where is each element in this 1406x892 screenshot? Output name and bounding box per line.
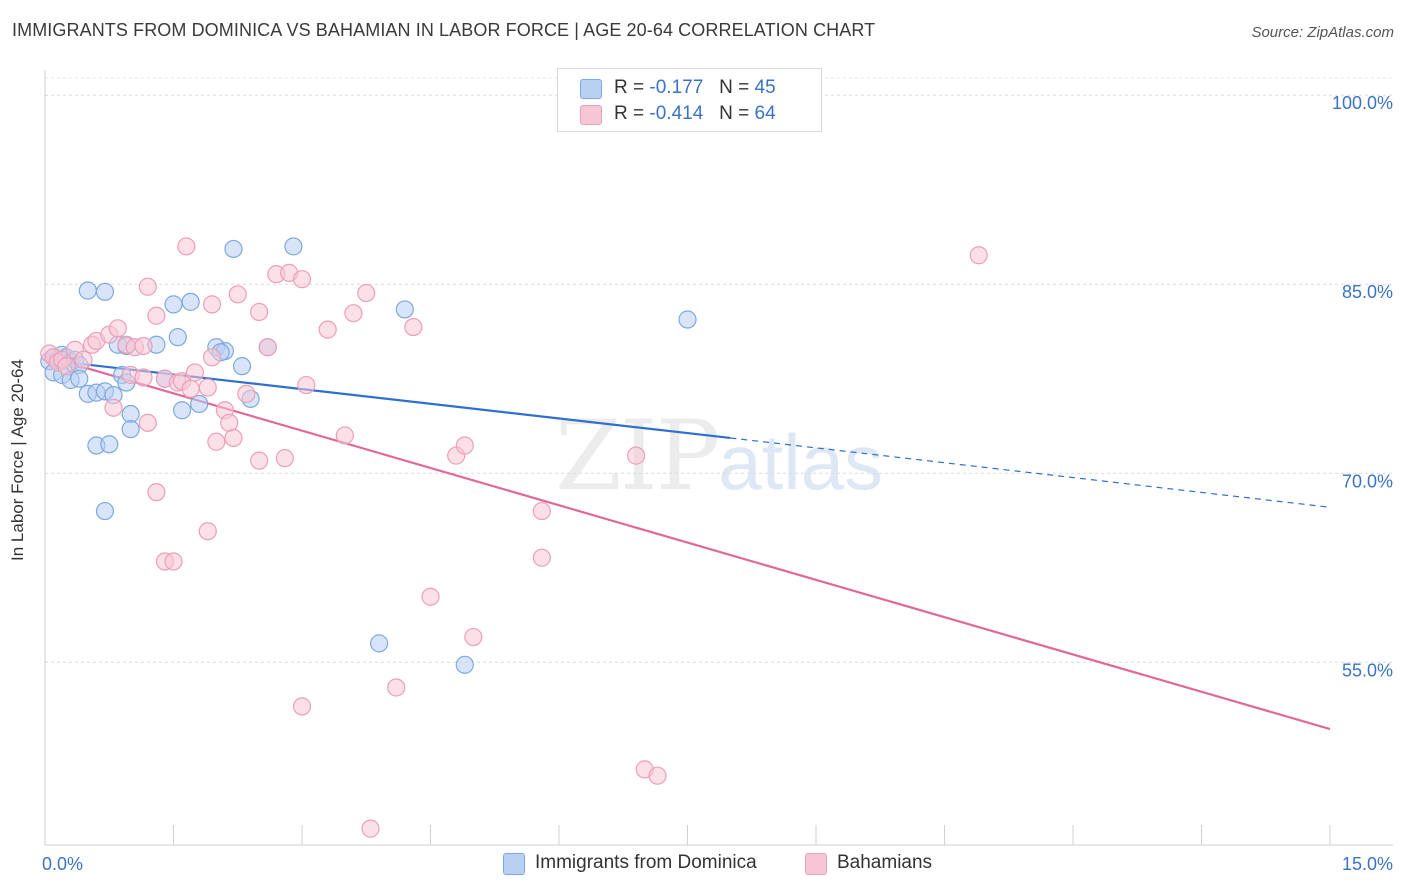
point-bahamians <box>74 350 93 369</box>
point-bahamians <box>134 368 153 387</box>
point-bahamians <box>228 285 247 304</box>
point-bahamians <box>57 357 76 376</box>
point-dominica <box>181 292 200 311</box>
legend-n-value: 45 <box>754 77 776 98</box>
point-bahamians <box>626 446 646 465</box>
point-bahamians <box>335 426 354 445</box>
y-tick-label: 55.0% <box>1342 660 1393 680</box>
legend-text-bahamians: R = -0.414 N = 64 <box>614 103 776 125</box>
y-tick-label: 70.0% <box>1342 471 1393 491</box>
legend-swatch-dominica <box>580 79 602 99</box>
legend-r-value: -0.414 <box>649 103 704 124</box>
point-bahamians <box>207 432 226 451</box>
trend-line-dominica-extrapolated <box>730 437 1331 508</box>
point-dominica <box>95 501 115 521</box>
legend-r-value: -0.177 <box>649 77 704 98</box>
point-dominica <box>100 435 119 454</box>
point-bahamians <box>104 398 123 417</box>
point-bahamians <box>532 548 551 567</box>
series-name-dominica: Immigrants from Dominica <box>535 852 757 873</box>
point-bahamians <box>220 413 239 432</box>
point-dominica <box>395 300 414 319</box>
legend-r-label: R = <box>614 103 645 124</box>
point-bahamians <box>198 378 217 397</box>
point-dominica <box>121 404 140 424</box>
tick-labels: 55.0% 70.0% 85.0% 100.0% 0.0% 15.0% <box>42 93 1393 874</box>
point-dominica <box>70 369 89 388</box>
point-bahamians <box>421 587 440 606</box>
point-bahamians <box>164 552 183 571</box>
point-bahamians <box>138 413 157 432</box>
point-dominica <box>455 655 474 674</box>
legend-n-label: N = <box>719 103 750 124</box>
point-bahamians <box>969 246 988 265</box>
point-bahamians <box>275 449 294 468</box>
point-bahamians <box>648 766 667 785</box>
series-swatch-dominica <box>503 853 525 875</box>
point-bahamians <box>297 375 316 395</box>
point-bahamians <box>344 304 363 323</box>
data-points <box>40 237 988 838</box>
point-bahamians <box>147 483 166 502</box>
chart-source: Source: ZipAtlas.com <box>1251 24 1394 41</box>
legend-r-label: R = <box>614 77 645 98</box>
point-bahamians <box>455 436 474 455</box>
point-bahamians <box>138 277 157 296</box>
point-bahamians <box>177 237 196 256</box>
point-bahamians <box>258 338 277 357</box>
y-tick-label: 100.0% <box>1332 93 1393 113</box>
x-tick-label-max: 15.0% <box>1342 854 1393 874</box>
point-bahamians <box>181 379 200 398</box>
watermark-atlas: atlas <box>718 418 883 506</box>
point-bahamians <box>292 270 312 289</box>
trend-lines <box>44 355 1331 731</box>
point-dominica <box>224 239 243 259</box>
point-bahamians <box>357 283 376 303</box>
point-bahamians <box>198 522 217 541</box>
point-bahamians <box>292 697 312 716</box>
point-dominica <box>78 281 97 300</box>
point-dominica <box>284 237 303 256</box>
point-dominica <box>190 394 209 414</box>
point-dominica <box>95 282 115 301</box>
point-bahamians <box>532 501 551 521</box>
point-bahamians <box>464 627 483 647</box>
point-bahamians <box>318 320 337 339</box>
series-name-bahamians: Bahamians <box>837 852 933 873</box>
point-dominica <box>370 634 389 653</box>
point-bahamians <box>202 348 222 367</box>
point-dominica <box>121 420 140 439</box>
legend-swatch-bahamians <box>580 105 602 125</box>
point-bahamians <box>134 336 153 356</box>
trend-line-bahamians <box>44 355 1331 731</box>
point-bahamians <box>108 319 127 338</box>
correlation-legend: R = -0.177 N = 45 R = -0.414 N = 64 <box>557 68 822 132</box>
point-dominica <box>172 401 192 420</box>
point-bahamians <box>224 428 243 448</box>
point-bahamians <box>237 384 256 403</box>
point-dominica <box>232 357 252 376</box>
point-dominica <box>168 328 187 347</box>
point-bahamians <box>147 306 166 325</box>
point-bahamians <box>250 302 269 322</box>
point-dominica <box>164 295 183 314</box>
legend-n-value: 64 <box>754 103 776 124</box>
point-bahamians <box>202 295 222 314</box>
axes <box>44 70 1393 846</box>
y-tick-label: 85.0% <box>1342 282 1393 302</box>
y-axis-label: In Labor Force | Age 20-64 <box>8 359 27 561</box>
point-bahamians <box>250 451 269 470</box>
legend-text-dominica: R = -0.177 N = 45 <box>614 77 776 99</box>
series-swatch-bahamians <box>805 853 827 875</box>
chart-title: IMMIGRANTS FROM DOMINICA VS BAHAMIAN IN … <box>12 20 876 40</box>
x-tick-label-min: 0.0% <box>42 854 83 874</box>
point-bahamians <box>361 819 380 838</box>
watermark: ZIPatlas <box>555 400 883 512</box>
point-bahamians <box>185 363 205 382</box>
point-dominica <box>678 310 697 329</box>
point-bahamians <box>404 317 423 337</box>
point-bahamians <box>387 678 406 697</box>
legend-n-label: N = <box>719 77 750 98</box>
